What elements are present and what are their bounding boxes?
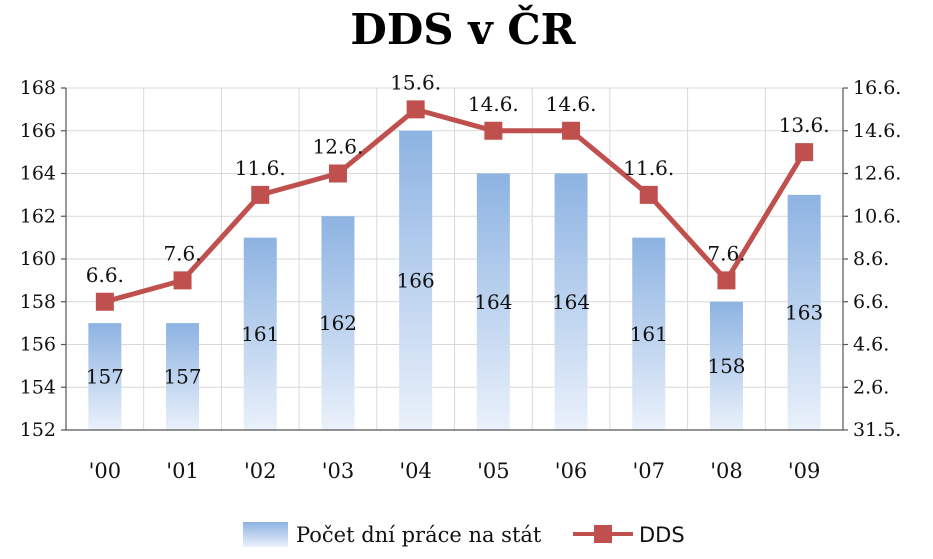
- line-series: [95, 100, 814, 311]
- bar: [787, 194, 821, 430]
- legend-line-marker: [594, 525, 612, 543]
- bar-value-label: 164: [552, 290, 590, 314]
- bar-value-label: 166: [397, 268, 435, 292]
- dds-value-label: 7.6.: [163, 241, 201, 265]
- dds-marker: [406, 100, 425, 119]
- dds-marker: [562, 121, 581, 140]
- y-left-tick-label: 158: [20, 291, 56, 313]
- dds-value-label: 14.6.: [468, 92, 519, 116]
- bar: [166, 323, 200, 430]
- chart-title: DDS v ČR: [350, 4, 576, 54]
- legend-line-label: DDS: [639, 523, 685, 547]
- dds-value-label: 14.6.: [546, 92, 597, 116]
- y-left-tick-label: 166: [20, 120, 56, 142]
- gridlines: [65, 87, 844, 431]
- x-tick-label: '09: [788, 459, 821, 483]
- dds-marker: [639, 185, 658, 204]
- dds-value-label: 13.6.: [779, 113, 830, 137]
- legend-bar-label: Počet dní práce na stát: [296, 523, 542, 547]
- dds-value-label: 11.6.: [623, 156, 674, 180]
- axes: 168 16.6. 166 14.6. 164 12.6. 162 10.6. 160 8.6. 1…: [20, 77, 902, 483]
- dds-marker: [251, 185, 270, 204]
- dds-marker: [484, 121, 503, 140]
- y-left-tick-label: 162: [20, 205, 56, 227]
- bar-value-label: 157: [86, 365, 124, 389]
- data-labels: 157 157 161 162 166 164 164 161 158 163 6.6. 7.6. 11…: [86, 70, 830, 388]
- bar-value-label: 158: [707, 354, 745, 378]
- y-right-tick-label: 8.6.: [853, 248, 889, 270]
- dds-value-label: 7.6.: [707, 241, 745, 265]
- dds-value-label: 6.6.: [86, 263, 124, 287]
- y-left-tick-label: 168: [20, 77, 56, 99]
- x-tick-label: '03: [322, 459, 355, 483]
- x-tick-label: '08: [710, 459, 743, 483]
- bar: [399, 130, 433, 430]
- legend-bar-swatch: [243, 522, 288, 547]
- bar: [554, 173, 588, 430]
- dds-marker: [795, 143, 814, 162]
- x-tick-label: '06: [555, 459, 588, 483]
- bar-value-label: 164: [474, 290, 512, 314]
- y-left-tick-label: 152: [20, 419, 56, 441]
- x-tick-label: '04: [399, 459, 432, 483]
- dds-value-label: 12.6.: [313, 135, 364, 159]
- bar: [476, 173, 510, 430]
- y-left-tick-label: 156: [20, 334, 56, 356]
- dds-line: [104, 106, 807, 305]
- y-right-tick-label: 10.6.: [853, 205, 901, 227]
- y-right-tick-label: 6.6.: [853, 291, 889, 313]
- y-right-tick-label: 4.6.: [853, 334, 889, 356]
- bar-value-label: 157: [163, 365, 201, 389]
- x-tick-label: '05: [477, 459, 510, 483]
- bar-value-label: 162: [319, 311, 357, 335]
- y-left-tick-label: 160: [20, 248, 56, 270]
- dds-marker: [95, 292, 114, 311]
- bar-series: [88, 130, 821, 430]
- x-tick-label: '07: [633, 459, 666, 483]
- y-left-tick-label: 154: [20, 376, 56, 398]
- y-right-tick-label: 14.6.: [853, 120, 901, 142]
- y-right-tick-label: 16.6.: [853, 77, 901, 99]
- bar: [88, 323, 122, 430]
- dds-marker: [173, 271, 192, 290]
- bar-value-label: 161: [630, 322, 668, 346]
- legend: Počet dní práce na stát DDS: [243, 522, 685, 547]
- bar-value-label: 163: [785, 300, 823, 324]
- y-left-tick-label: 164: [20, 163, 56, 185]
- dds-marker: [717, 271, 736, 290]
- bar: [709, 301, 743, 430]
- dds-value-label: 11.6.: [235, 156, 286, 180]
- x-tick-label: '00: [89, 459, 122, 483]
- y-right-tick-label: 2.6.: [853, 376, 889, 398]
- dds-value-label: 15.6.: [390, 70, 441, 94]
- bar: [632, 237, 666, 430]
- y-right-tick-label: 12.6.: [853, 163, 901, 185]
- y-right-tick-label: 31.5.: [853, 419, 901, 441]
- bar: [321, 216, 355, 430]
- dds-marker: [328, 164, 347, 183]
- x-tick-label: '02: [244, 459, 277, 483]
- x-tick-label: '01: [166, 459, 199, 483]
- bar-value-label: 161: [241, 322, 279, 346]
- bar: [243, 237, 277, 430]
